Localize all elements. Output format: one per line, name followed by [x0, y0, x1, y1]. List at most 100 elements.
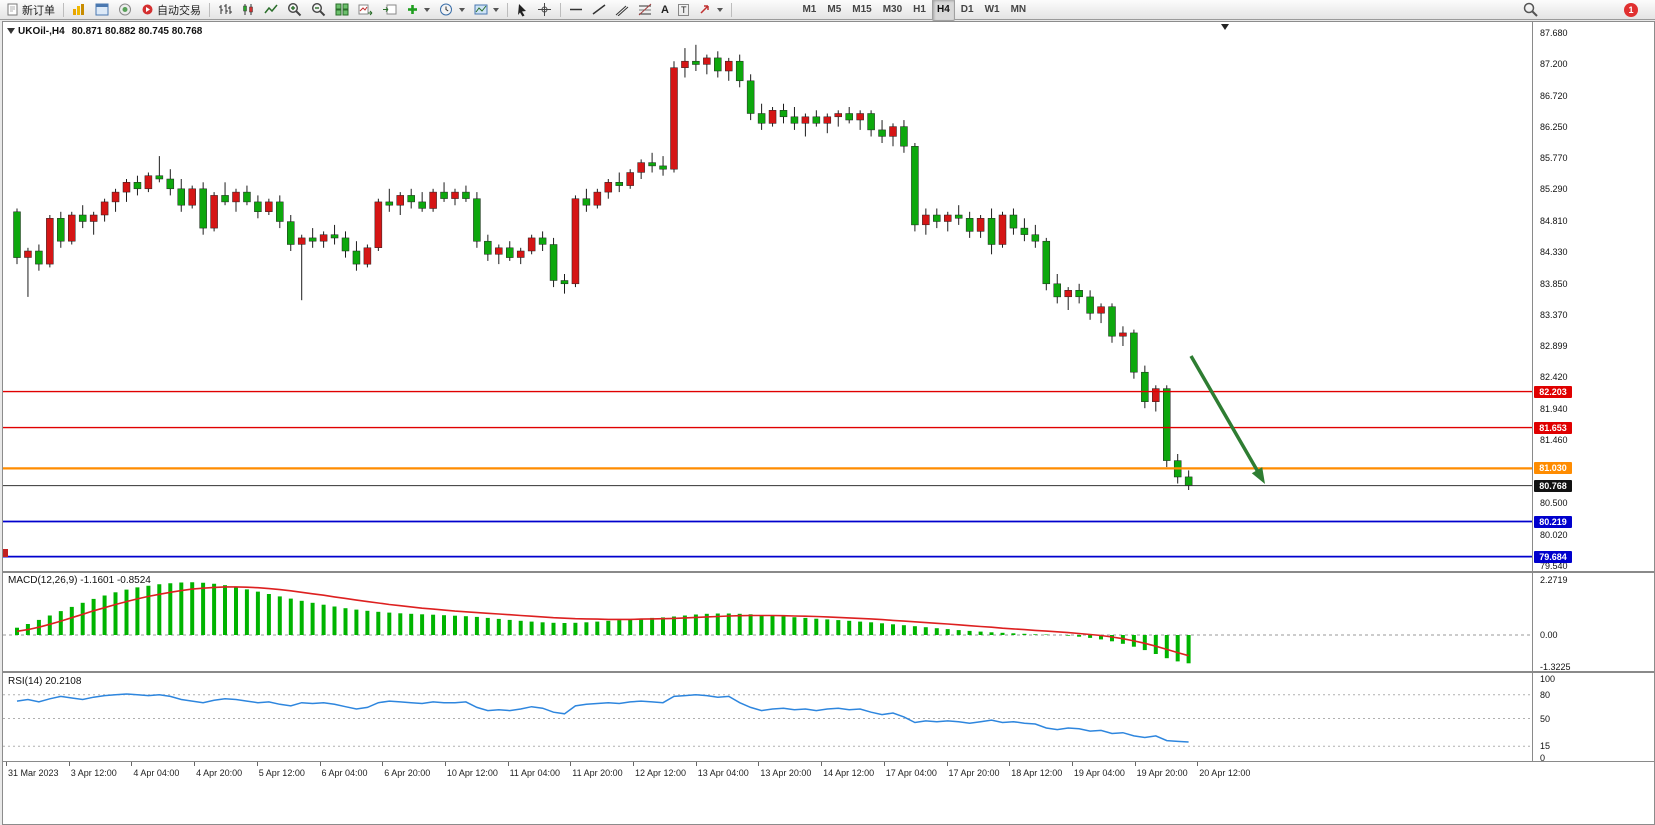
- timeframe-d1[interactable]: D1: [960, 4, 974, 15]
- time-tick: [1009, 762, 1011, 766]
- macd-scale-label: 0.00: [1540, 630, 1558, 640]
- data-window-button[interactable]: [91, 0, 113, 20]
- rsi-scale-label: 0: [1540, 753, 1546, 763]
- time-tick: [319, 762, 321, 766]
- time-label: 19 Apr 04:00: [1073, 768, 1125, 778]
- time-label: 13 Apr 04:00: [697, 768, 749, 778]
- price-scale-label: 79.540: [1540, 561, 1568, 571]
- zoom-out-icon: [311, 2, 326, 17]
- periods-button[interactable]: [435, 0, 469, 20]
- price-scale-label: 83.370: [1540, 310, 1568, 321]
- time-axis[interactable]: 31 Mar 2023 3 Apr 12:00 4 Apr 04:00 4 Apr 2…: [3, 761, 1654, 784]
- price-tag: 80.219: [1534, 515, 1572, 528]
- search-button[interactable]: [1519, 0, 1542, 20]
- rsi-plot[interactable]: [3, 673, 1532, 761]
- text-label-button[interactable]: T: [674, 0, 694, 20]
- trendline-button[interactable]: [588, 0, 610, 20]
- price-scale-label: 86.250: [1540, 121, 1568, 132]
- fibonacci-icon: [638, 3, 652, 16]
- price-scale-label: 86.720: [1540, 90, 1568, 101]
- price-scale-label: 85.290: [1540, 184, 1568, 195]
- notification-badge[interactable]: 1: [1624, 2, 1638, 17]
- new-order-label: 新订单: [22, 4, 55, 17]
- chevron-down-icon: [459, 7, 465, 12]
- chart-shift-button[interactable]: [378, 0, 401, 20]
- time-tick: [821, 762, 823, 766]
- main-chart-plot[interactable]: [3, 22, 1532, 571]
- time-label: 12 Apr 12:00: [635, 768, 687, 778]
- price-scale-label: 82.420: [1540, 372, 1568, 383]
- templates-icon: [474, 4, 488, 15]
- timeframe-m5[interactable]: M5: [827, 4, 842, 15]
- arrows-button[interactable]: [694, 0, 727, 20]
- panel-splitter[interactable]: [3, 571, 1654, 573]
- timeframe-m1[interactable]: M1: [802, 4, 817, 15]
- line-chart-button[interactable]: [260, 0, 282, 20]
- panel-splitter[interactable]: [3, 671, 1654, 673]
- timeframe-mn[interactable]: MN: [1010, 4, 1027, 15]
- price-scale-label: 84.810: [1540, 215, 1568, 226]
- macd-indicator-label: MACD(12,26,9) -1.1601 -0.8524: [8, 575, 151, 586]
- auto-scroll-button[interactable]: [354, 0, 377, 20]
- text-button[interactable]: A: [657, 0, 673, 20]
- horizontal-line-button[interactable]: [565, 0, 587, 20]
- price-scale[interactable]: 87.680 87.200 86.720 86.250 85.770 85.290 84.8…: [1532, 22, 1654, 782]
- ohlc-values: 80.871 80.882 80.745 80.768: [71, 26, 203, 37]
- price-scale-label: 84.330: [1540, 247, 1568, 258]
- rsi-indicator-label: RSI(14) 20.2108: [8, 676, 81, 687]
- toolbar-right-group: 1: [1519, 0, 1652, 20]
- crosshair-button[interactable]: [533, 0, 556, 20]
- timeframe-h1[interactable]: H1: [913, 4, 926, 15]
- time-tick: [68, 762, 70, 766]
- time-tick: [1197, 762, 1199, 766]
- time-label: 11 Apr 20:00: [572, 768, 623, 778]
- zoom-out-button[interactable]: [307, 0, 330, 20]
- equidistant-channel-button[interactable]: [611, 0, 633, 20]
- bar-chart-button[interactable]: [214, 0, 236, 20]
- price-tag: 81.653: [1534, 421, 1572, 434]
- macd-scale-label: 2.2719: [1540, 574, 1568, 585]
- market-watch-button[interactable]: [68, 0, 90, 20]
- time-tick: [695, 762, 697, 766]
- new-order-button[interactable]: 新订单: [3, 0, 59, 20]
- time-label: 20 Apr 12:00: [1199, 768, 1251, 778]
- chart-shift-marker[interactable]: [1221, 24, 1229, 30]
- macd-plot[interactable]: [3, 573, 1532, 671]
- chart-title: UKOil-,H4 80.871 80.882 80.745 80.768: [18, 26, 202, 37]
- toolbar: 新订单 自动交易: [0, 0, 1655, 21]
- zoom-in-button[interactable]: [283, 0, 306, 20]
- autotrading-icon: [142, 4, 153, 15]
- time-label: 17 Apr 04:00: [885, 768, 937, 778]
- line-chart-icon: [264, 4, 278, 14]
- price-scale-label: 83.850: [1540, 278, 1568, 289]
- fibonacci-button[interactable]: [634, 0, 656, 20]
- toolbar-separator: [560, 2, 561, 17]
- toolbar-separator: [63, 2, 64, 17]
- autotrading-button[interactable]: 自动交易: [137, 0, 205, 20]
- add-indicator-icon: [408, 5, 417, 14]
- timeframe-m15[interactable]: M15: [852, 4, 872, 15]
- time-label: 18 Apr 12:00: [1011, 768, 1063, 778]
- candlestick-chart-button[interactable]: [237, 0, 259, 20]
- time-label: 11 Apr 04:00: [509, 768, 560, 778]
- time-tick: [194, 762, 196, 766]
- price-scale-label: 87.200: [1540, 59, 1568, 70]
- horizontal-line-icon: [570, 8, 582, 11]
- tile-windows-button[interactable]: [331, 0, 353, 20]
- time-tick: [256, 762, 258, 766]
- cursor-icon: [518, 3, 526, 16]
- timeframe-m30[interactable]: M30: [882, 4, 903, 15]
- timeframe-h4[interactable]: H4: [931, 0, 955, 21]
- templates-button[interactable]: [470, 0, 503, 20]
- timeframe-w1[interactable]: W1: [984, 4, 1000, 15]
- macd-values: -1.1601 -0.8524: [80, 575, 151, 586]
- cursor-button[interactable]: [512, 0, 532, 20]
- price-scale-label: 82.899: [1540, 341, 1568, 352]
- rsi-scale-label: 50: [1540, 713, 1551, 724]
- one-click-trading-toggle[interactable]: [7, 28, 15, 34]
- text-icon: A: [661, 3, 669, 16]
- navigator-button[interactable]: [114, 0, 136, 20]
- time-tick: [758, 762, 760, 766]
- periods-clock-icon: [440, 3, 452, 16]
- add-indicator-button[interactable]: [402, 0, 434, 20]
